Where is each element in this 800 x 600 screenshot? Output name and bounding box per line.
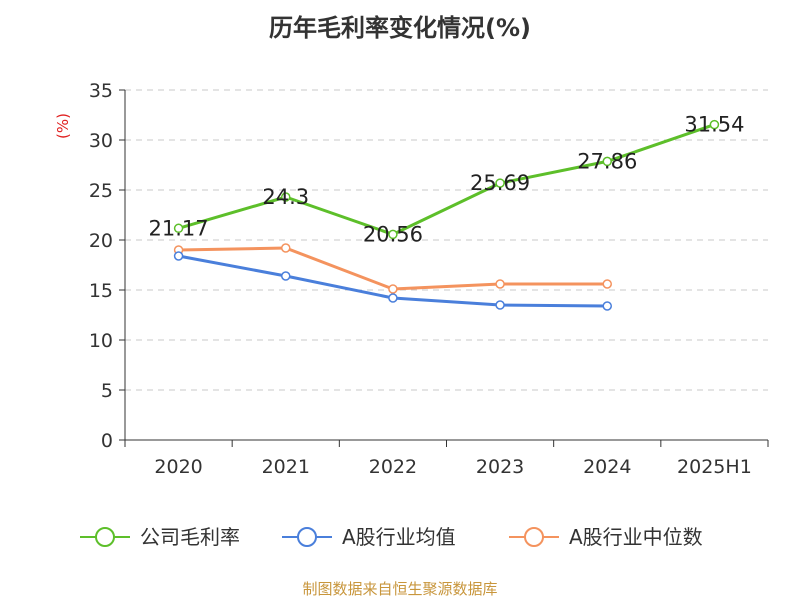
data-point: [602, 156, 612, 167]
data-label: 31.54: [684, 113, 744, 137]
data-point: [388, 293, 398, 303]
y-tick-label: 15: [89, 280, 113, 302]
data-point: [173, 251, 184, 261]
legend-swatch-marker: [524, 527, 544, 547]
data-point: [173, 223, 184, 234]
x-tick-label: 2025H1: [677, 456, 752, 478]
data-label: 25.69: [470, 171, 530, 195]
data-point: [709, 119, 720, 130]
data-point: [281, 243, 291, 253]
legend-swatch-marker: [95, 527, 115, 547]
data-point: [602, 301, 612, 311]
x-tick-label: 2023: [476, 456, 524, 478]
y-tick-label: 30: [89, 130, 113, 152]
x-tick-label: 2024: [583, 456, 631, 478]
legend-label: A股行业均值: [342, 525, 456, 549]
source-note: 制图数据来自恒生聚源数据库: [302, 580, 497, 598]
data-point: [388, 284, 398, 294]
data-label: 27.86: [577, 149, 637, 173]
legend-label: A股行业中位数: [569, 525, 703, 549]
gridlines: [125, 89, 768, 391]
data-point: [602, 279, 612, 289]
y-tick-label: 35: [89, 80, 113, 102]
y-axis-unit-label: (%): [54, 113, 72, 139]
x-tick-label: 2021: [262, 456, 310, 478]
legend-swatch-marker: [297, 527, 317, 547]
chart-title: 历年毛利率变化情况(%): [269, 14, 531, 42]
legend: 公司毛利率 A股行业均值 A股行业中位数: [80, 525, 703, 549]
series-lines: [173, 119, 720, 311]
y-tick-label: 20: [89, 230, 113, 252]
data-point: [495, 178, 505, 188]
y-tick-label: 5: [101, 380, 113, 402]
y-tick-label: 10: [89, 330, 113, 352]
data-point: [281, 192, 291, 202]
data-point: [281, 271, 291, 281]
data-labels: 21.17 24.3 20.56 25.69 27.86 31.54: [149, 113, 745, 247]
y-tick-label: 25: [89, 180, 113, 202]
axes: 0 5 10 15 20 25 30 35 2020 2021 2022 2023 2024 2025H1: [89, 80, 769, 478]
series-line-0: [178, 123, 715, 236]
data-point: [495, 300, 505, 310]
x-tick-label: 2022: [369, 456, 417, 478]
data-label: 21.17: [149, 216, 209, 240]
legend-label: 公司毛利率: [140, 525, 240, 549]
x-tick-label: 2020: [154, 456, 202, 478]
data-label: 20.56: [363, 222, 423, 246]
data-label: 24.3: [262, 185, 309, 209]
y-tick-label: 0: [101, 430, 113, 452]
data-point: [495, 279, 505, 289]
data-point: [388, 229, 398, 240]
